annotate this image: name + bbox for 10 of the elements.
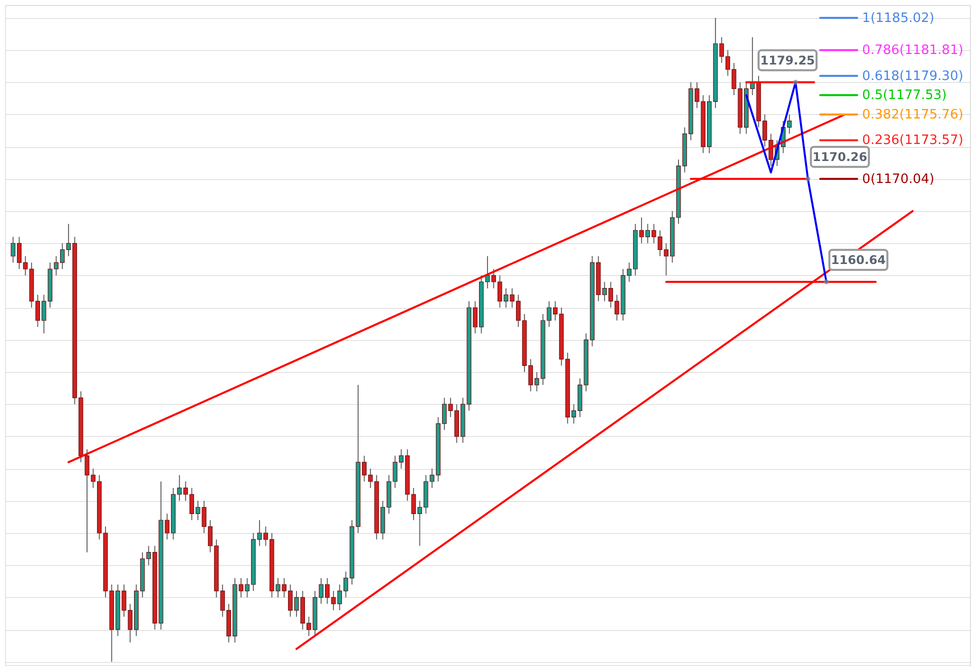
- annotation: 1170.26: [812, 150, 868, 164]
- series-label: 0.236(1173.57): [862, 133, 964, 148]
- series-label: 1(1185.02): [862, 10, 934, 26]
- series-label: 0(1170.04): [862, 172, 934, 187]
- series-label: 0.786(1181.81): [862, 43, 964, 58]
- series-label: 0.5(1177.53): [862, 88, 947, 104]
- annotation: 1179.25: [760, 53, 815, 68]
- annotation: 1160.64: [831, 252, 886, 267]
- series-label: 0.382(1175.76): [862, 107, 964, 122]
- series-label: 0.618(1179.30): [862, 68, 964, 84]
